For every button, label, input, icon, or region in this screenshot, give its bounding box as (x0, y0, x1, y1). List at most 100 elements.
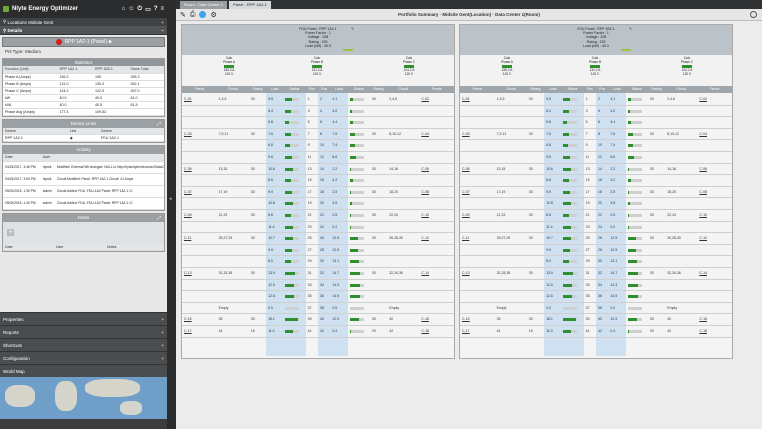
nav-configuration[interactable]: Configuration + (0, 351, 167, 364)
settings-icon[interactable]: ⚙ (210, 11, 217, 19)
feed-link[interactable]: C-18 (699, 329, 707, 333)
feed-link[interactable]: C-07 (184, 189, 192, 194)
circuit-rating: 30 (649, 236, 654, 241)
feed-link[interactable]: C-13 (184, 271, 192, 275)
edit-icon[interactable]: ✎ (180, 11, 186, 19)
status-bar-fill (285, 144, 291, 148)
feed-link[interactable]: C-01 (184, 97, 192, 101)
table-cell (128, 108, 164, 116)
nav-expand[interactable]: + (161, 355, 164, 361)
status-bar-fill (563, 144, 569, 148)
feed-link[interactable]: C-06 (699, 166, 707, 171)
link-icon[interactable]: ◉ (67, 134, 100, 142)
feed-link[interactable]: C-04 (421, 131, 429, 136)
feed-link[interactable]: C-08 (421, 189, 429, 194)
panel-splitter[interactable]: ◂ (167, 0, 176, 429)
position: 37 (585, 305, 590, 310)
feed-link[interactable]: C-16 (421, 317, 429, 322)
power-icon[interactable]: ⏻ (137, 5, 143, 12)
col-header: Circuit (676, 87, 687, 91)
table-cell: 04/15/2017, 3:53 PM (3, 173, 41, 186)
status-bar-track (349, 190, 364, 194)
locations-bar[interactable]: ⚲ Locations Midsite Gent + (0, 18, 167, 27)
feed-link[interactable]: C-02 (699, 97, 707, 101)
edit-icon[interactable]: ✎ (629, 27, 632, 31)
nav-world-map[interactable]: World Map (0, 364, 167, 377)
expand-icon[interactable]: ⤢ (157, 120, 161, 126)
load-value: 4.1 (610, 97, 616, 101)
feed-link[interactable]: C-12 (699, 236, 707, 241)
nav-expand[interactable]: + (161, 329, 164, 335)
feed-link[interactable]: C-10 (421, 213, 429, 217)
feed-link[interactable]: C-05 (462, 166, 470, 171)
add-note-button[interactable]: + (7, 229, 14, 236)
feed-link[interactable]: C-16 (699, 317, 707, 322)
details-header[interactable]: ⚲ Details − (0, 27, 167, 35)
nav-expand[interactable]: + (161, 342, 164, 348)
feed-link[interactable]: C-03 (184, 131, 192, 136)
feed-link[interactable]: C-11 (462, 236, 470, 241)
nav-expand[interactable]: + (161, 316, 164, 322)
details-collapse[interactable]: − (161, 28, 164, 33)
col-header: Status (289, 87, 300, 91)
feed-link[interactable]: C-07 (462, 189, 470, 194)
feed-link[interactable]: C-13 (462, 271, 470, 275)
feed-link[interactable]: C-10 (699, 213, 707, 217)
panel-header-line: Load (kW) : 40.0 (583, 43, 609, 48)
edit-icon[interactable]: ✎ (351, 27, 354, 31)
world-map[interactable] (0, 377, 167, 419)
collapse-arrow-icon[interactable]: ◂ (169, 196, 172, 202)
feed-link[interactable]: C-14 (421, 271, 429, 275)
tab-panel[interactable]: Panel - RPP 1A2-1 (229, 1, 271, 9)
nav-properties[interactable]: Properties + (0, 312, 167, 325)
table-cell: Circuit Modified: Panel: RPP 1A2-1 Circu… (54, 173, 164, 186)
row-divider (460, 185, 732, 187)
status-bar-track (285, 260, 300, 264)
feed-link[interactable]: C-09 (462, 213, 470, 217)
tab-room[interactable]: Room - Data Center 1 (180, 1, 228, 9)
feed-link[interactable]: C-14 (699, 271, 707, 275)
feed-link[interactable]: C-11 (184, 236, 192, 241)
feed-link[interactable]: C-15 (184, 317, 192, 322)
window-icon[interactable]: ▭ (145, 6, 151, 13)
feed-link[interactable]: C-02 (421, 97, 429, 101)
view-icon[interactable] (199, 11, 207, 18)
table-cell: 09/02/2015, 1:30 PM (3, 185, 41, 198)
nav-shortcuts[interactable]: Shortcuts + (0, 338, 167, 351)
home-icon[interactable]: ⌂ (121, 5, 126, 12)
feed-link[interactable]: C-09 (184, 213, 192, 217)
locations-expand[interactable]: + (161, 19, 164, 25)
feed-link[interactable]: C-12 (421, 236, 429, 241)
feed-link[interactable]: C-17 (184, 329, 192, 333)
feed-link[interactable]: C-04 (699, 131, 707, 136)
table-cell: 257.0 (128, 87, 164, 95)
activity-block: Activity Date User 04/15/2017, 3:46 PM rly… (2, 145, 165, 211)
table-row: kVA 40.0 40.5 81.5 (3, 101, 164, 109)
help-icon[interactable]: ? (153, 5, 158, 12)
feed-link[interactable]: C-17 (462, 329, 470, 333)
user-icon[interactable]: ☺ (128, 5, 135, 12)
print-icon[interactable]: ⎙ (189, 10, 196, 18)
status-bar-track (627, 98, 642, 101)
feed-link[interactable]: C-01 (462, 97, 470, 101)
nav-reports[interactable]: Reports + (0, 325, 167, 338)
feed-link[interactable]: C-05 (184, 166, 192, 171)
refresh-icon[interactable] (750, 11, 757, 18)
circuit-numbers: 26,28,30 (667, 236, 681, 241)
feed-link[interactable]: C-18 (421, 329, 429, 333)
feed-link[interactable]: C-15 (462, 317, 470, 322)
feed-link[interactable]: C-06 (421, 166, 429, 171)
load-value: 12.6 (268, 294, 275, 299)
feed-link[interactable]: C-08 (699, 189, 707, 194)
table-row[interactable]: RPP 1A2-1 ◉ FDU 1A2-1 (3, 134, 164, 142)
circuit-rating: 30 (371, 317, 376, 322)
menu-icon[interactable]: ≡ (160, 5, 164, 12)
expand-icon[interactable]: ⤢ (157, 214, 161, 220)
panel-board: FDU Panel : RPP 1A2-1 Power Factor : 1 Vol… (181, 24, 753, 359)
circuit-numbers: 32,34,36 (667, 271, 681, 275)
notes-block: Notes ⤢ + Date User Notes (2, 212, 165, 252)
status-bar-fill (349, 248, 359, 252)
feed-link[interactable]: C-03 (462, 131, 470, 136)
phase-value: 124.2 A (403, 68, 415, 73)
circuit-numbers: 13,15 (218, 166, 228, 171)
